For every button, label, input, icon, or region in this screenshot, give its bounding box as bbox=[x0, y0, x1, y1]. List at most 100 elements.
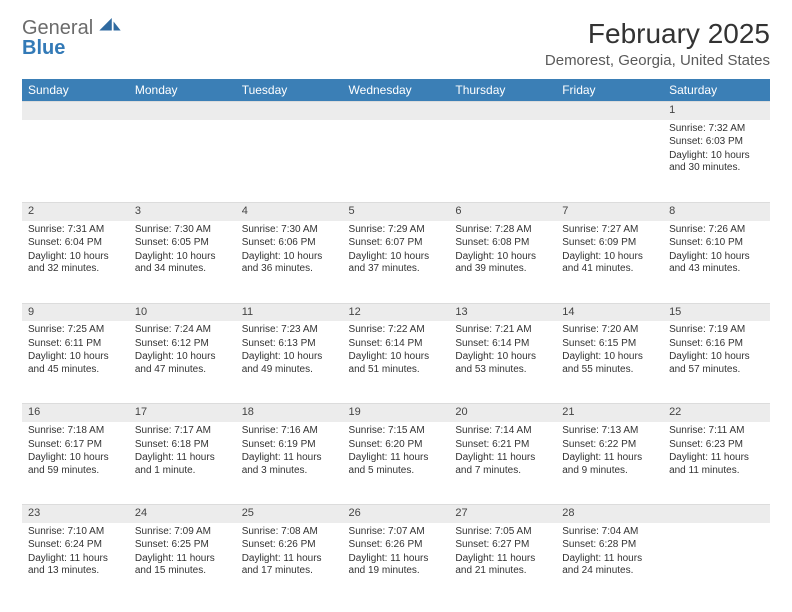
day-number bbox=[663, 504, 770, 523]
day-cell: Sunrise: 7:20 AMSunset: 6:15 PMDaylight:… bbox=[556, 321, 663, 403]
day-cell: Sunrise: 7:23 AMSunset: 6:13 PMDaylight:… bbox=[236, 321, 343, 403]
sunset-text: Sunset: 6:07 PM bbox=[349, 237, 444, 250]
day-cell: Sunrise: 7:11 AMSunset: 6:23 PMDaylight:… bbox=[663, 422, 770, 504]
day-details: Sunrise: 7:07 AMSunset: 6:26 PMDaylight:… bbox=[343, 523, 450, 585]
day-details: Sunrise: 7:23 AMSunset: 6:13 PMDaylight:… bbox=[236, 321, 343, 383]
daylight-text: Daylight: 10 hours and 37 minutes. bbox=[349, 251, 444, 276]
daylight-text: Daylight: 11 hours and 3 minutes. bbox=[242, 452, 337, 477]
sunrise-text: Sunrise: 7:19 AM bbox=[669, 324, 764, 337]
sunrise-text: Sunrise: 7:07 AM bbox=[349, 526, 444, 539]
logo-sail-icon bbox=[99, 18, 121, 34]
day-cell bbox=[22, 120, 129, 202]
daylight-text: Daylight: 10 hours and 32 minutes. bbox=[28, 251, 123, 276]
sunset-text: Sunset: 6:26 PM bbox=[349, 539, 444, 552]
location: Demorest, Georgia, United States bbox=[545, 52, 770, 69]
sunrise-text: Sunrise: 7:18 AM bbox=[28, 425, 123, 438]
day-details: Sunrise: 7:28 AMSunset: 6:08 PMDaylight:… bbox=[449, 221, 556, 283]
sunset-text: Sunset: 6:12 PM bbox=[135, 338, 230, 351]
day-number: 28 bbox=[556, 504, 663, 523]
calendar-table: SundayMondayTuesdayWednesdayThursdayFrid… bbox=[22, 79, 770, 605]
day-number bbox=[556, 101, 663, 120]
sunrise-text: Sunrise: 7:16 AM bbox=[242, 425, 337, 438]
sunset-text: Sunset: 6:20 PM bbox=[349, 439, 444, 452]
day-number: 22 bbox=[663, 403, 770, 422]
sunrise-text: Sunrise: 7:05 AM bbox=[455, 526, 550, 539]
day-details: Sunrise: 7:30 AMSunset: 6:05 PMDaylight:… bbox=[129, 221, 236, 283]
daynum-row: 9101112131415 bbox=[22, 303, 770, 322]
sunrise-text: Sunrise: 7:23 AM bbox=[242, 324, 337, 337]
day-number: 13 bbox=[449, 303, 556, 322]
day-cell bbox=[556, 120, 663, 202]
weekday-header: Sunday bbox=[22, 79, 129, 101]
sunrise-text: Sunrise: 7:22 AM bbox=[349, 324, 444, 337]
daylight-text: Daylight: 10 hours and 41 minutes. bbox=[562, 251, 657, 276]
sunset-text: Sunset: 6:11 PM bbox=[28, 338, 123, 351]
calendar-body: 1Sunrise: 7:32 AMSunset: 6:03 PMDaylight… bbox=[22, 101, 770, 605]
sunrise-text: Sunrise: 7:20 AM bbox=[562, 324, 657, 337]
sunrise-text: Sunrise: 7:29 AM bbox=[349, 224, 444, 237]
day-number: 4 bbox=[236, 202, 343, 221]
sunrise-text: Sunrise: 7:21 AM bbox=[455, 324, 550, 337]
day-details: Sunrise: 7:22 AMSunset: 6:14 PMDaylight:… bbox=[343, 321, 450, 383]
sunrise-text: Sunrise: 7:27 AM bbox=[562, 224, 657, 237]
day-cell: Sunrise: 7:32 AMSunset: 6:03 PMDaylight:… bbox=[663, 120, 770, 202]
day-cell: Sunrise: 7:21 AMSunset: 6:14 PMDaylight:… bbox=[449, 321, 556, 403]
day-cell: Sunrise: 7:25 AMSunset: 6:11 PMDaylight:… bbox=[22, 321, 129, 403]
day-details: Sunrise: 7:16 AMSunset: 6:19 PMDaylight:… bbox=[236, 422, 343, 484]
day-cell: Sunrise: 7:29 AMSunset: 6:07 PMDaylight:… bbox=[343, 221, 450, 303]
daylight-text: Daylight: 10 hours and 57 minutes. bbox=[669, 351, 764, 376]
sunrise-text: Sunrise: 7:11 AM bbox=[669, 425, 764, 438]
day-details: Sunrise: 7:24 AMSunset: 6:12 PMDaylight:… bbox=[129, 321, 236, 383]
day-cell: Sunrise: 7:09 AMSunset: 6:25 PMDaylight:… bbox=[129, 523, 236, 605]
daylight-text: Daylight: 10 hours and 30 minutes. bbox=[669, 150, 764, 175]
sunset-text: Sunset: 6:09 PM bbox=[562, 237, 657, 250]
weekday-header: Wednesday bbox=[343, 79, 450, 101]
day-details: Sunrise: 7:15 AMSunset: 6:20 PMDaylight:… bbox=[343, 422, 450, 484]
sunset-text: Sunset: 6:17 PM bbox=[28, 439, 123, 452]
week-row: Sunrise: 7:32 AMSunset: 6:03 PMDaylight:… bbox=[22, 120, 770, 202]
day-number: 12 bbox=[343, 303, 450, 322]
sunset-text: Sunset: 6:22 PM bbox=[562, 439, 657, 452]
day-details: Sunrise: 7:27 AMSunset: 6:09 PMDaylight:… bbox=[556, 221, 663, 283]
day-cell bbox=[663, 523, 770, 605]
daylight-text: Daylight: 11 hours and 24 minutes. bbox=[562, 553, 657, 578]
daylight-text: Daylight: 10 hours and 55 minutes. bbox=[562, 351, 657, 376]
day-number: 16 bbox=[22, 403, 129, 422]
daylight-text: Daylight: 10 hours and 39 minutes. bbox=[455, 251, 550, 276]
day-details: Sunrise: 7:30 AMSunset: 6:06 PMDaylight:… bbox=[236, 221, 343, 283]
day-number bbox=[236, 101, 343, 120]
day-cell: Sunrise: 7:16 AMSunset: 6:19 PMDaylight:… bbox=[236, 422, 343, 504]
day-number: 24 bbox=[129, 504, 236, 523]
sunrise-text: Sunrise: 7:04 AM bbox=[562, 526, 657, 539]
sunset-text: Sunset: 6:04 PM bbox=[28, 237, 123, 250]
day-number: 9 bbox=[22, 303, 129, 322]
sunrise-text: Sunrise: 7:15 AM bbox=[349, 425, 444, 438]
day-details: Sunrise: 7:10 AMSunset: 6:24 PMDaylight:… bbox=[22, 523, 129, 585]
day-cell: Sunrise: 7:14 AMSunset: 6:21 PMDaylight:… bbox=[449, 422, 556, 504]
daynum-row: 16171819202122 bbox=[22, 403, 770, 422]
day-cell: Sunrise: 7:28 AMSunset: 6:08 PMDaylight:… bbox=[449, 221, 556, 303]
day-details: Sunrise: 7:31 AMSunset: 6:04 PMDaylight:… bbox=[22, 221, 129, 283]
day-cell: Sunrise: 7:07 AMSunset: 6:26 PMDaylight:… bbox=[343, 523, 450, 605]
sunset-text: Sunset: 6:14 PM bbox=[455, 338, 550, 351]
day-details: Sunrise: 7:17 AMSunset: 6:18 PMDaylight:… bbox=[129, 422, 236, 484]
day-details: Sunrise: 7:32 AMSunset: 6:03 PMDaylight:… bbox=[663, 120, 770, 182]
weekday-header: Thursday bbox=[449, 79, 556, 101]
sunset-text: Sunset: 6:14 PM bbox=[349, 338, 444, 351]
weekday-header: Tuesday bbox=[236, 79, 343, 101]
day-details: Sunrise: 7:08 AMSunset: 6:26 PMDaylight:… bbox=[236, 523, 343, 585]
day-details: Sunrise: 7:14 AMSunset: 6:21 PMDaylight:… bbox=[449, 422, 556, 484]
day-cell: Sunrise: 7:30 AMSunset: 6:05 PMDaylight:… bbox=[129, 221, 236, 303]
sunrise-text: Sunrise: 7:24 AM bbox=[135, 324, 230, 337]
day-number bbox=[22, 101, 129, 120]
daynum-row: 2345678 bbox=[22, 202, 770, 221]
day-number bbox=[129, 101, 236, 120]
sunset-text: Sunset: 6:23 PM bbox=[669, 439, 764, 452]
daylight-text: Daylight: 11 hours and 11 minutes. bbox=[669, 452, 764, 477]
daylight-text: Daylight: 11 hours and 17 minutes. bbox=[242, 553, 337, 578]
day-cell: Sunrise: 7:27 AMSunset: 6:09 PMDaylight:… bbox=[556, 221, 663, 303]
sunrise-text: Sunrise: 7:10 AM bbox=[28, 526, 123, 539]
daylight-text: Daylight: 11 hours and 1 minute. bbox=[135, 452, 230, 477]
sunrise-text: Sunrise: 7:26 AM bbox=[669, 224, 764, 237]
logo-word2: Blue bbox=[22, 37, 65, 59]
